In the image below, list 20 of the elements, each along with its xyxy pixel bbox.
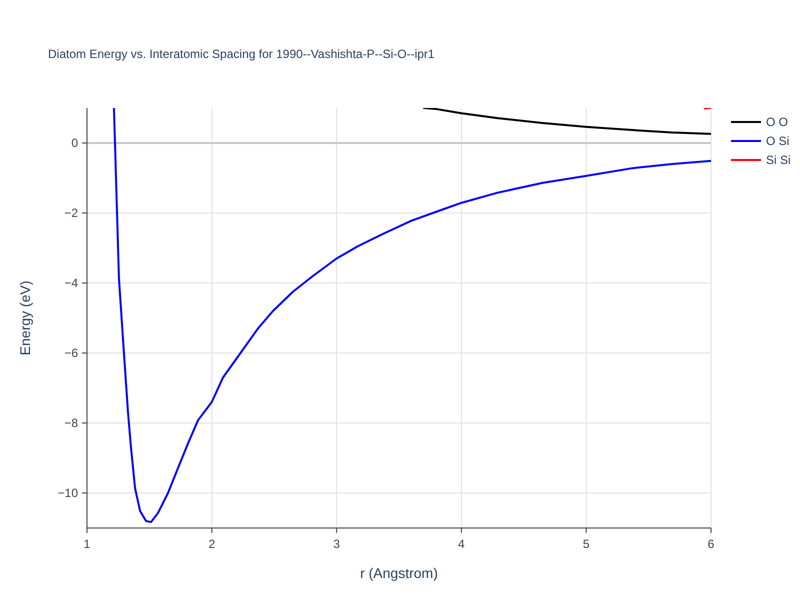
y-axis-title: Energy (eV) — [17, 280, 33, 356]
legend-label: O Si — [766, 134, 790, 148]
chart-title: Diatom Energy vs. Interatomic Spacing for 1990--Vashishta-P--Si-O--ipr1 — [48, 47, 435, 61]
line-series — [112, 108, 711, 524]
y-tick-label: 0 — [71, 136, 78, 150]
legend-label: Si Si — [766, 153, 791, 167]
y-tick-label: −2 — [64, 206, 78, 220]
line-series — [422, 108, 711, 135]
y-tick-label: −8 — [64, 416, 78, 430]
x-tick-label: 2 — [208, 537, 216, 551]
x-axis-title: r (Angstrom) — [360, 565, 438, 581]
y-tick-label: −6 — [64, 346, 78, 360]
y-tick-label: −10 — [58, 486, 78, 500]
x-tick-label: 3 — [333, 537, 340, 551]
x-tick-label: 6 — [708, 537, 715, 551]
y-tick-label: −4 — [64, 276, 78, 290]
x-tick-label: 5 — [582, 537, 590, 551]
x-tick-label: 4 — [458, 537, 466, 551]
x-tick-label: 1 — [84, 537, 91, 551]
legend-label: O O — [766, 115, 788, 129]
